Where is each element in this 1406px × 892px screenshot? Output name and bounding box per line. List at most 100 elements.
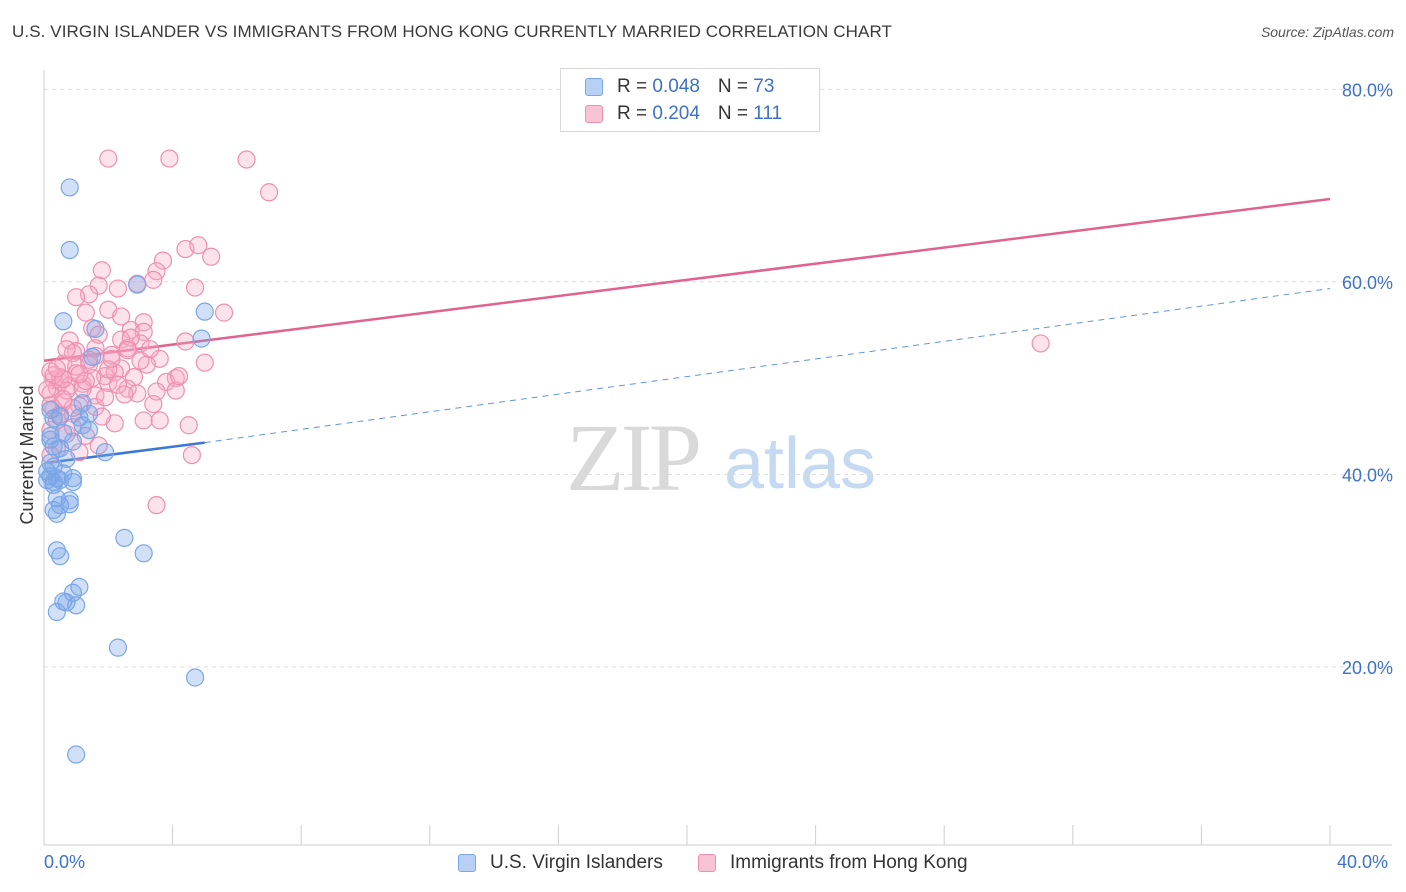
data-point-virgin-islanders [54, 312, 73, 331]
data-point-virgin-islanders [115, 528, 134, 547]
data-points [38, 149, 1050, 764]
data-point-hong-kong [166, 381, 185, 400]
data-point-hong-kong [95, 388, 115, 407]
data-point-hong-kong [118, 379, 137, 398]
watermark-zip: ZIP [566, 404, 699, 511]
data-point-hong-kong [179, 416, 198, 435]
data-point-virgin-islanders [60, 178, 79, 197]
chart-title: U.S. VIRGIN ISLANDER VS IMMIGRANTS FROM … [12, 22, 892, 41]
data-point-hong-kong [99, 149, 118, 168]
data-point-virgin-islanders [50, 547, 70, 566]
data-point-hong-kong [89, 436, 108, 455]
bottom-legend: U.S. Virgin Islanders Immigrants from Ho… [0, 852, 1406, 878]
data-point-virgin-islanders [54, 423, 73, 443]
data-point-hong-kong [67, 288, 86, 307]
source-label: Source: ZipAtlas.com [1260, 24, 1394, 40]
data-point-virgin-islanders [50, 439, 70, 458]
data-point-hong-kong [47, 359, 66, 378]
x-tick-label-max: 40.0% [1337, 852, 1389, 872]
data-point-virgin-islanders [54, 464, 73, 483]
data-point-hong-kong [102, 349, 121, 368]
data-point-hong-kong [128, 384, 147, 403]
data-point-hong-kong [189, 236, 208, 255]
data-point-hong-kong [176, 332, 195, 351]
data-point-virgin-islanders [79, 404, 99, 423]
data-point-virgin-islanders [41, 400, 60, 419]
data-point-virgin-islanders [47, 504, 66, 523]
data-point-virgin-islanders [95, 443, 115, 462]
data-point-virgin-islanders [86, 319, 105, 339]
data-point-hong-kong [214, 303, 234, 322]
legend-r-value: 0.204 [652, 103, 700, 124]
data-point-hong-kong [54, 390, 73, 409]
trend-line-virgin-islanders [47, 441, 205, 465]
trend-line-virgin-islanders-dashed [204, 288, 1331, 444]
data-point-hong-kong [57, 340, 76, 359]
data-point-virgin-islanders [73, 394, 92, 413]
data-point-virgin-islanders [60, 495, 79, 514]
data-point-virgin-islanders [67, 745, 86, 764]
y-tick-label: 20.0% [1342, 658, 1393, 678]
data-point-hong-kong [108, 279, 128, 298]
data-point-virgin-islanders [47, 602, 66, 622]
data-point-virgin-islanders [67, 596, 86, 615]
data-point-hong-kong [166, 368, 185, 388]
data-point-hong-kong [140, 340, 160, 359]
y-tick-label: 60.0% [1342, 273, 1393, 293]
data-point-virgin-islanders [192, 329, 211, 348]
data-point-virgin-islanders [195, 302, 214, 321]
x-tick-label-min: 0.0% [44, 852, 86, 872]
data-point-hong-kong [38, 380, 57, 399]
y-tick-label: 80.0% [1342, 80, 1393, 100]
bottom-legend-swatch-pink [698, 854, 716, 872]
data-point-hong-kong [144, 270, 163, 289]
bottom-legend-swatch-blue [458, 854, 476, 872]
data-point-hong-kong [108, 375, 128, 394]
data-point-hong-kong [259, 183, 279, 202]
data-point-virgin-islanders [60, 491, 79, 510]
data-point-hong-kong [76, 371, 95, 391]
watermark-atlas: atlas [724, 424, 876, 504]
data-point-hong-kong [186, 278, 205, 297]
y-tick-labels: 20.0% 40.0% 60.0% 80.0% [1342, 80, 1393, 678]
data-point-virgin-islanders [108, 638, 128, 657]
bottom-legend-label: Immigrants from Hong Kong [730, 852, 968, 873]
data-point-hong-kong [195, 353, 214, 372]
data-point-hong-kong [144, 394, 163, 414]
legend-row-virgin-islanders: R = 0.048 N = 73 [585, 75, 774, 99]
bottom-legend-label: U.S. Virgin Islanders [490, 852, 663, 873]
data-point-hong-kong [99, 360, 118, 379]
data-point-virgin-islanders [83, 347, 102, 366]
data-point-virgin-islanders [63, 469, 83, 488]
data-point-hong-kong [202, 247, 221, 266]
legend-n-value: 111 [753, 103, 783, 124]
data-point-virgin-islanders [134, 544, 153, 563]
data-point-hong-kong [112, 307, 131, 326]
trend-lines [43, 197, 1331, 465]
data-point-hong-kong [153, 251, 173, 270]
legend-r-label: R = [617, 76, 653, 97]
watermark: ZIP atlas [566, 404, 876, 511]
legend-swatch-pink [585, 105, 603, 123]
legend-r-label: R = [617, 103, 653, 124]
data-point-virgin-islanders [60, 240, 79, 260]
y-axis-label: Currently Married [17, 385, 37, 524]
data-point-hong-kong [118, 341, 137, 360]
data-point-hong-kong [169, 367, 189, 386]
legend-n-value: 73 [753, 76, 775, 97]
data-point-hong-kong [134, 411, 153, 430]
data-point-hong-kong [237, 150, 256, 169]
data-point-virgin-islanders [186, 668, 205, 687]
bottom-legend-hong-kong: Immigrants from Hong Kong [698, 852, 968, 874]
data-point-hong-kong [115, 385, 134, 404]
axes [43, 70, 1392, 846]
data-point-virgin-islanders [57, 449, 76, 469]
grid-lines [44, 88, 1392, 668]
data-point-hong-kong [182, 445, 201, 465]
data-point-hong-kong [150, 411, 169, 430]
legend: R = 0.048 N = 73 R = 0.204 N = 111 [560, 68, 820, 132]
data-point-hong-kong [92, 261, 111, 280]
data-point-virgin-islanders [73, 416, 92, 435]
legend-row-hong-kong: R = 0.204 N = 111 [585, 102, 782, 126]
